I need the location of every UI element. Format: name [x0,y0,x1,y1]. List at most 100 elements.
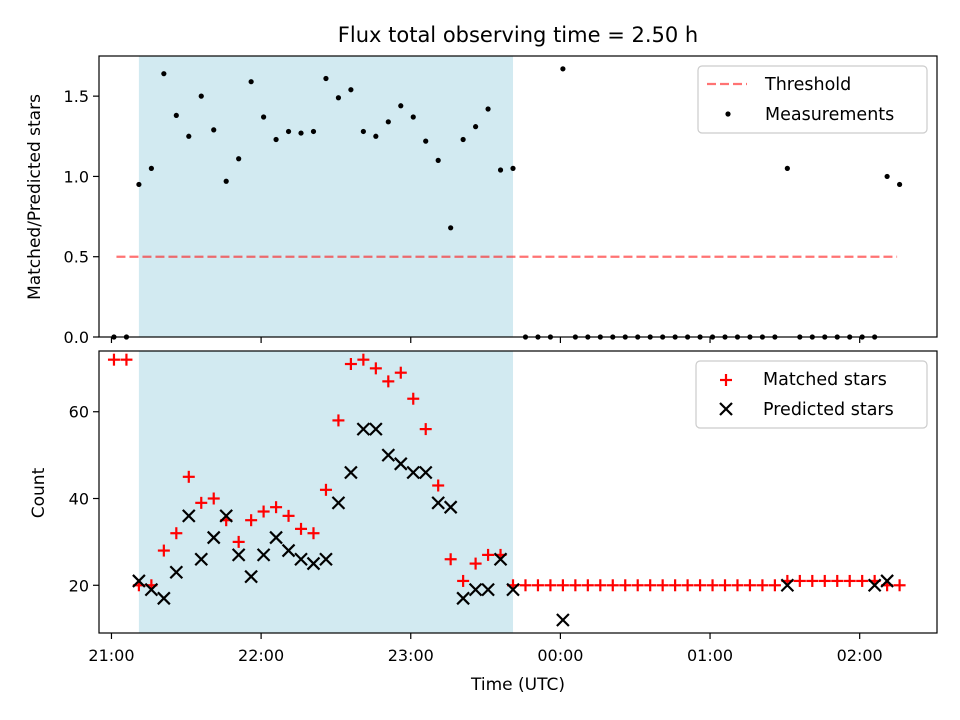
bottom-axes-frame [98,350,938,634]
measurement-point [186,133,192,139]
measurement-point [560,66,566,72]
measurement-point [310,128,317,135]
matched-star-point [182,470,195,483]
matched-star-point [694,579,707,592]
matched-star-point [556,579,569,592]
y-tick-label: 0.5 [64,248,89,267]
matched-star-point [893,579,906,592]
measurement-point [398,103,404,109]
matched-star-point [519,579,532,592]
top-legend: Threshold Measurements [697,65,928,134]
matched-star-point [681,579,694,592]
predicted-star-point [244,569,258,584]
matched-star-point [544,579,557,592]
predicted-star-point [231,548,246,562]
measurement-point [360,128,366,135]
matched-star-point [120,353,133,366]
predicted-star-point [556,613,570,627]
measurement-point [896,181,903,188]
measurement-point [784,165,790,171]
predicted-star-point [306,556,321,571]
bottom-legend: Matched stars Predicted stars [695,360,928,429]
predicted-star-point [182,509,196,523]
matched-stars-series [107,353,906,592]
predicted-star-point [431,496,445,510]
matched-star-point [245,514,258,527]
matched-star-point [531,579,544,592]
measurement-point [410,114,416,120]
measurement-point [211,127,217,133]
measurement-point [485,106,491,112]
measurement-point [460,136,466,143]
top-panel: 0.0 0.5 1.0 1.5 Matched/Predicted stars Thr… [25,55,938,347]
matched-star-point [419,423,432,436]
measurement-point [448,225,454,231]
top-axes-frame [98,55,938,338]
y-tick-label: 1.0 [64,167,89,186]
top-y-axis-label: Matched/Predicted stars [25,94,45,300]
matched-star-point [469,557,482,570]
predicted-star-point [132,574,146,588]
measurement-point [198,93,204,99]
matched-star-point [207,492,220,505]
matched-star-point [669,579,682,592]
predicted-star-point [394,457,408,471]
matched-star-point [756,579,769,592]
measurement-point [348,87,354,93]
measurement-point [223,178,229,184]
predicted-star-point [493,552,508,567]
matched-star-point [195,496,208,509]
bottom-y-axis-label: Count [29,467,49,518]
matched-stars-legend-label: Matched stars [763,370,887,390]
measurement-point [298,130,304,136]
predicted-stars-legend-label: Predicted stars [763,400,894,420]
matched-star-point [743,579,756,592]
matched-star-point [656,579,669,592]
matched-star-point [731,579,744,592]
matched-star-point [768,579,781,592]
measurement-point [273,136,279,143]
predicted-star-point [331,496,346,510]
predicted-star-point [481,582,495,597]
predicted-star-point [281,543,296,558]
matched-star-point [307,527,320,540]
matched-star-point [631,579,644,592]
matched-star-point [482,548,495,561]
y-tick-label: 40 [69,490,89,509]
x-tick-label: 02:00 [837,646,883,665]
matched-star-point [332,414,345,427]
matched-star-point [382,375,395,388]
y-tick-label: 60 [69,403,89,422]
measurements-legend-label: Measurements [765,105,894,125]
matched-star-point [444,553,457,566]
matched-star-point [818,574,831,587]
measurement-point [884,173,890,180]
measurement-point [435,157,441,163]
top-x-ticks [110,337,861,343]
matched-star-point [569,579,582,592]
predicted-star-point [256,548,271,562]
matched-star-point [843,574,856,587]
predicted-star-point [456,591,470,606]
bottom-legend-frame [695,360,928,429]
measurement-point [385,119,391,125]
matched-star-point [606,579,619,592]
predicted-star-point [880,574,894,588]
chart-title: Flux total observing time = 2.50 h [338,23,698,47]
x-tick-label: 01:00 [687,646,733,665]
matched-star-point [394,366,407,379]
predicted-star-point [294,552,308,567]
predicted-star-point [144,582,159,597]
predicted-star-point [269,530,283,545]
matched-star-point [282,509,295,522]
matched-star-point [407,392,420,405]
predicted-star-point [418,465,433,480]
matched-star-point [644,579,657,592]
matched-star-point [257,505,270,518]
matched-star-point [344,358,357,371]
top-legend-frame [697,65,928,134]
y-tick-label: 20 [69,576,89,595]
matched-star-point [170,527,183,540]
x-tick-label: 21:00 [88,646,134,665]
